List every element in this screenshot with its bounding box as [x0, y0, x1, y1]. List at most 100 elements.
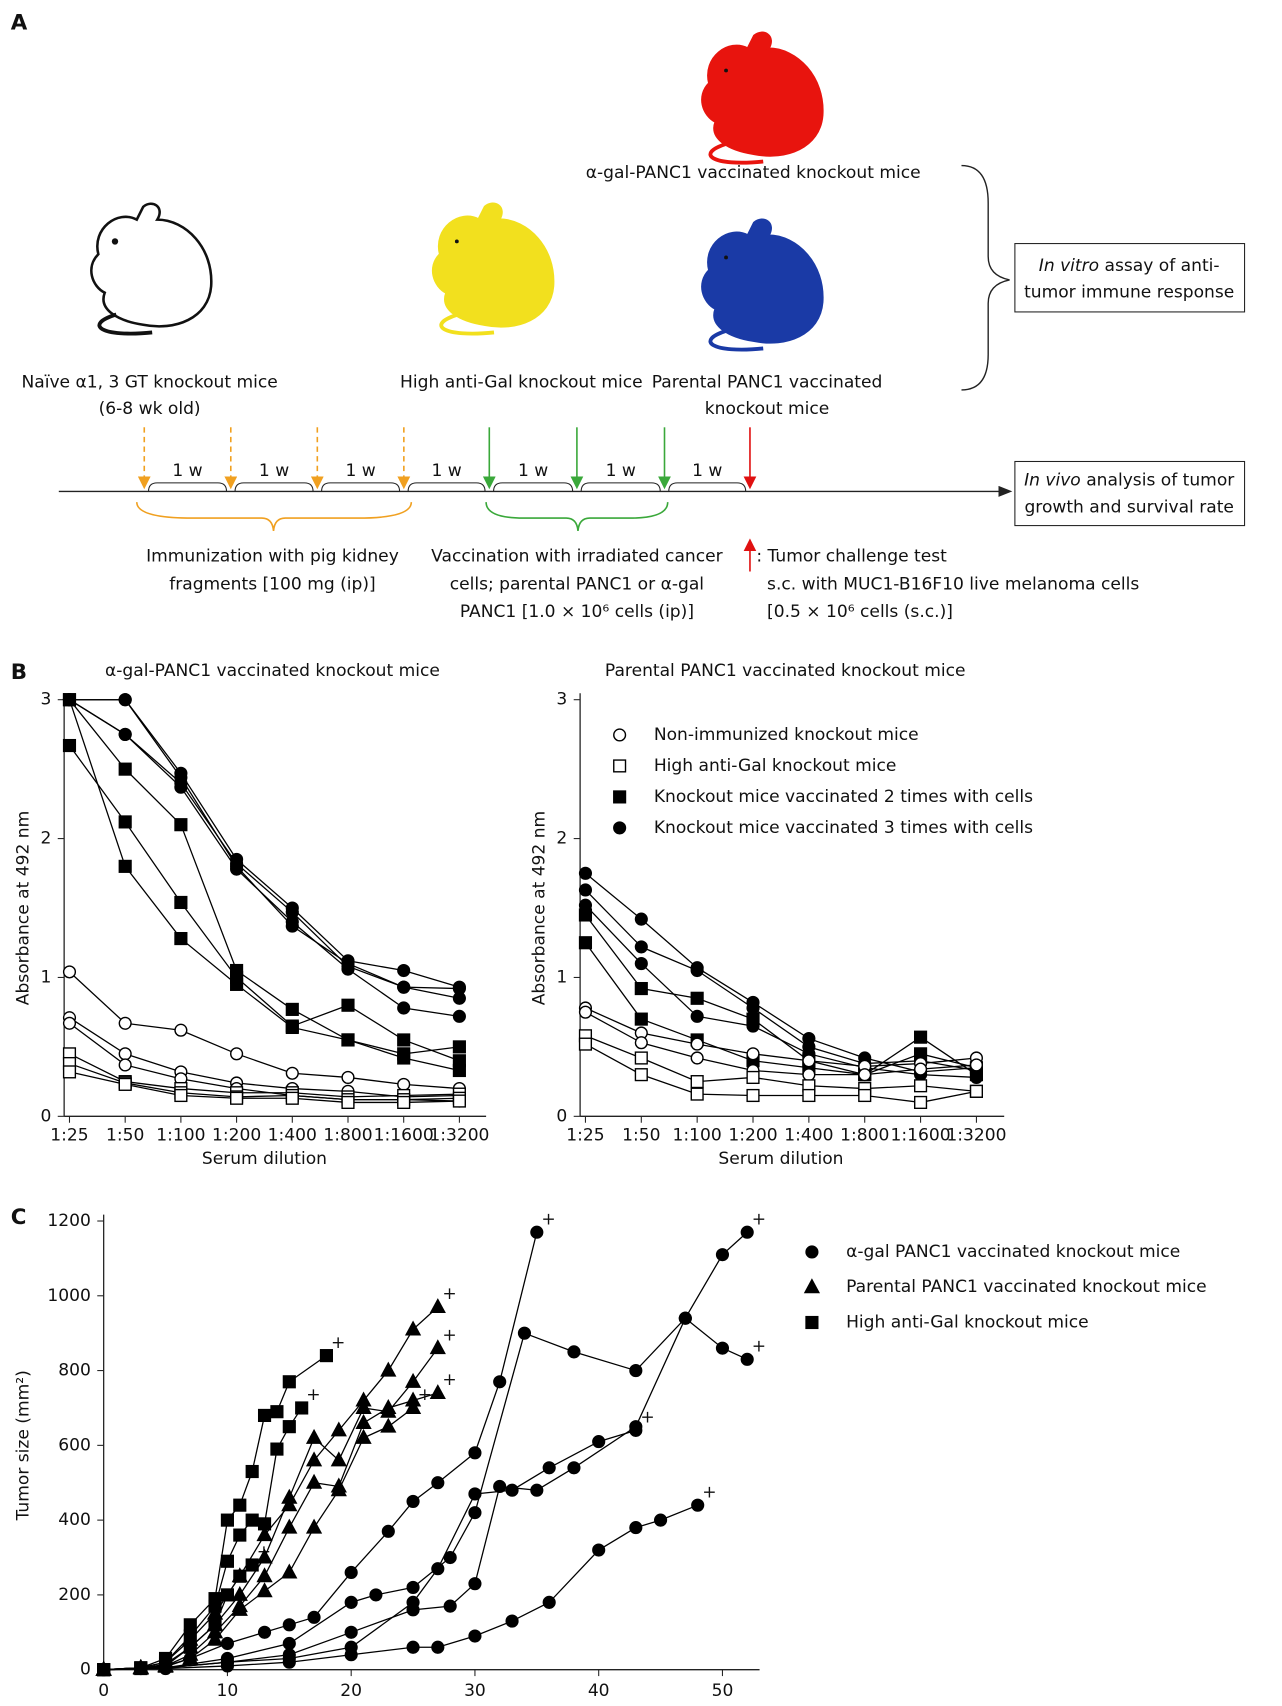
marker: [119, 763, 131, 775]
box-text: growth and survival rate: [1024, 497, 1233, 517]
legend-marker: [614, 760, 626, 772]
marker: [635, 958, 647, 970]
marker: [717, 1342, 729, 1354]
interval-label: 1 w: [518, 461, 548, 481]
chart-title: α-gal-PANC1 vaccinated knockout mice: [105, 661, 440, 681]
brace: [137, 502, 412, 531]
marker: [286, 920, 298, 932]
marker: [803, 1055, 815, 1067]
marker: [655, 1514, 667, 1526]
interval-label: 1 w: [431, 461, 461, 481]
marker: [64, 966, 76, 978]
marker: [580, 909, 592, 921]
marker: [679, 1312, 691, 1324]
marker: [286, 1022, 298, 1034]
marker: [398, 1034, 410, 1046]
marker: [283, 1638, 295, 1650]
marker: [64, 740, 76, 752]
marker: [406, 1322, 420, 1335]
marker: [635, 1052, 647, 1064]
legend-marker: [806, 1246, 818, 1258]
marker: [691, 1038, 703, 1050]
marker: [231, 1092, 243, 1104]
y-tick-label: 3: [556, 690, 567, 710]
marker: [283, 1376, 295, 1388]
end-label: +: [306, 1385, 320, 1405]
marker: [160, 1663, 172, 1675]
x-tick-label: 1:100: [673, 1126, 722, 1146]
marker: [691, 965, 703, 977]
marker: [342, 999, 354, 1011]
mouse-label: Naïve α1, 3 GT knockout mice: [21, 372, 277, 392]
marker: [747, 1090, 759, 1102]
y-tick-label: 1: [556, 967, 567, 987]
legend-label: Parental PANC1 vaccinated knockout mice: [846, 1277, 1207, 1297]
marker: [381, 1363, 395, 1376]
marker: [342, 958, 354, 970]
marker: [432, 1477, 444, 1489]
marker: [494, 1376, 506, 1388]
marker: [432, 1563, 444, 1575]
marker: [691, 1076, 703, 1088]
legend-label: α-gal PANC1 vaccinated knockout mice: [846, 1242, 1180, 1262]
marker: [691, 992, 703, 1004]
marker: [222, 1514, 234, 1526]
interval-bracket: [669, 483, 746, 492]
marker: [454, 992, 466, 1004]
marker: [64, 1066, 76, 1078]
x-axis-label: Serum dilution: [202, 1149, 327, 1169]
marker: [454, 1065, 466, 1077]
text: analysis of tumor: [1081, 471, 1235, 491]
x-axis-label: Serum dilution: [718, 1149, 843, 1169]
interval-bracket: [149, 483, 227, 492]
series-line: [69, 700, 459, 987]
marker: [747, 1002, 759, 1014]
marker: [381, 1419, 395, 1432]
y-tick-label: 1: [40, 967, 51, 987]
marker: [691, 1010, 703, 1022]
marker: [175, 1024, 187, 1036]
brace: [486, 502, 668, 531]
mouse-label: Parental PANC1 vaccinated: [652, 372, 883, 392]
end-label: +: [442, 1325, 456, 1345]
marker: [345, 1567, 357, 1579]
marker: [398, 1052, 410, 1064]
marker: [915, 1031, 927, 1043]
italic-text: In vivo: [1024, 471, 1081, 491]
marker: [580, 884, 592, 896]
marker: [286, 1004, 298, 1016]
x-tick-label: 1:100: [156, 1126, 205, 1146]
marker: [283, 1421, 295, 1433]
end-label: +: [418, 1385, 432, 1405]
marker: [345, 1649, 357, 1661]
x-tick-label: 20: [340, 1681, 362, 1701]
marker: [119, 1017, 131, 1029]
end-label: +: [702, 1482, 716, 1502]
mouse-label: knockout mice: [705, 399, 830, 419]
marker: [283, 1619, 295, 1631]
x-tick-label: 30: [464, 1681, 486, 1701]
series-line: [104, 1232, 748, 1669]
interval-label: 1 w: [172, 461, 202, 481]
marker: [630, 1522, 642, 1534]
note: s.c. with MUC1-B16F10 live melanoma cell…: [767, 574, 1139, 594]
marker: [915, 1063, 927, 1075]
marker: [382, 1525, 394, 1537]
y-axis-label: Absorbance at 492 nm: [14, 811, 34, 1005]
marker: [222, 1638, 234, 1650]
marker: [231, 860, 243, 872]
marker: [691, 1052, 703, 1064]
marker: [246, 1466, 258, 1478]
marker: [568, 1346, 580, 1358]
interval-bracket: [581, 483, 660, 492]
note: fragments [100 mg (ip)]: [169, 574, 376, 594]
box-text: tumor immune response: [1024, 283, 1234, 303]
marker: [332, 1453, 346, 1466]
marker: [398, 965, 410, 977]
marker: [258, 1569, 272, 1582]
marker: [469, 1447, 481, 1459]
legend-marker: [614, 729, 626, 741]
marker: [407, 1641, 419, 1653]
italic-text: In vitro: [1039, 256, 1099, 276]
mouse-icon: [91, 204, 211, 334]
